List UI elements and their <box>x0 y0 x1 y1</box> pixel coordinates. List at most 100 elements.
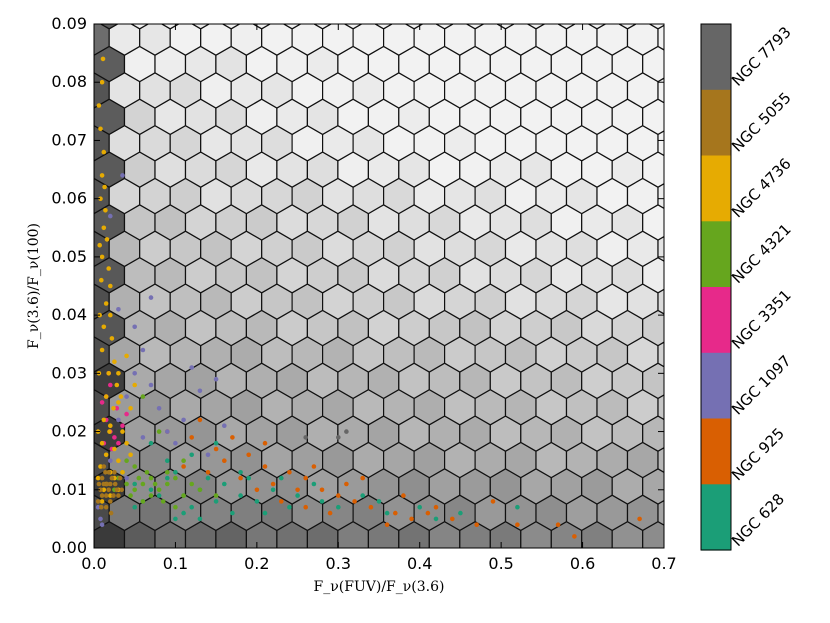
data-point <box>114 487 120 493</box>
hexbin-cell <box>458 547 462 548</box>
hexbin-cell <box>657 183 664 209</box>
data-point <box>222 458 227 464</box>
y-tick-label: 0.08 <box>51 72 87 91</box>
data-point <box>132 382 137 388</box>
colorbar-label: NGC 5055 <box>728 89 795 156</box>
data-point <box>116 417 121 423</box>
data-point <box>112 446 117 452</box>
data-point <box>99 79 105 85</box>
hexbin-cell <box>673 363 704 398</box>
data-point <box>124 481 129 487</box>
hexbin-cell <box>673 99 704 134</box>
data-point <box>303 504 309 510</box>
data-point <box>238 493 243 498</box>
data-point <box>101 324 107 330</box>
data-point <box>336 435 341 440</box>
data-point <box>116 307 121 312</box>
data-point <box>132 464 137 469</box>
data-point <box>156 493 162 498</box>
data-point <box>103 394 109 399</box>
data-point <box>124 353 129 359</box>
data-point <box>181 417 186 423</box>
data-point <box>156 429 162 434</box>
data-point <box>270 481 276 487</box>
hexbin-cell <box>123 547 126 548</box>
hexbin-cell <box>673 522 704 557</box>
data-point <box>119 487 124 493</box>
hexbin-cell <box>214 547 218 548</box>
data-point <box>118 394 124 399</box>
data-point <box>311 464 317 469</box>
hexbin-cell <box>526 24 546 30</box>
data-point <box>262 464 268 469</box>
data-point <box>222 481 227 487</box>
data-point <box>287 504 292 510</box>
data-point <box>99 499 105 504</box>
colorbar-label: NGC 628 <box>728 490 788 550</box>
hexbin-cell <box>673 258 704 293</box>
hexbin-cell <box>282 24 302 30</box>
hexbin-cell <box>306 547 309 548</box>
data-point <box>99 522 105 527</box>
data-point <box>287 470 292 475</box>
data-point <box>515 504 520 510</box>
data-point <box>103 301 109 306</box>
data-point <box>101 149 107 155</box>
data-point <box>393 510 398 516</box>
data-point <box>148 295 154 300</box>
data-point <box>213 446 219 452</box>
data-point <box>136 475 142 481</box>
data-point <box>140 394 146 399</box>
data-point <box>124 411 129 417</box>
colorbar-segment <box>701 221 731 288</box>
data-point <box>246 452 251 458</box>
data-point <box>98 487 103 493</box>
data-point <box>352 499 357 504</box>
data-point <box>106 266 111 271</box>
data-point <box>384 522 390 527</box>
data-point <box>101 417 107 423</box>
data-point <box>99 254 105 260</box>
data-point <box>114 382 120 388</box>
hexbin-cell <box>657 24 664 51</box>
data-point <box>213 499 219 504</box>
hexbin-cell <box>657 130 664 157</box>
y-tick-label: 0.02 <box>51 422 87 441</box>
data-point <box>181 464 186 469</box>
data-point <box>213 493 219 498</box>
hexbin-cell <box>191 24 211 30</box>
hexbin-cell <box>130 24 150 30</box>
data-point <box>368 504 374 510</box>
data-point <box>156 487 162 493</box>
data-point <box>148 475 154 481</box>
data-point <box>189 435 194 440</box>
data-point <box>360 493 366 498</box>
data-point <box>106 470 111 475</box>
data-point <box>238 475 243 481</box>
colorbar-label: NGC 1097 <box>728 352 795 419</box>
hexbin-cell <box>313 24 333 30</box>
data-point <box>319 499 325 504</box>
data-point <box>189 365 194 370</box>
data-point <box>117 475 123 481</box>
x-tick-label: 0.0 <box>81 554 106 573</box>
hexbin-cell <box>367 547 370 548</box>
data-point <box>98 516 103 522</box>
data-point <box>120 429 125 434</box>
data-point <box>102 184 107 190</box>
data-point <box>120 470 125 475</box>
x-axis: 0.0 0.1 0.2 0.3 0.4 0.5 0.6 0.7 <box>81 24 677 573</box>
hexbin-cell <box>673 416 704 451</box>
data-point <box>120 173 125 178</box>
data-point <box>108 510 114 516</box>
data-point <box>230 435 235 440</box>
x-tick-label: 0.6 <box>570 554 595 573</box>
data-point <box>99 504 104 510</box>
hexbin-cell <box>465 24 485 30</box>
data-point <box>433 504 439 510</box>
data-point <box>140 347 146 353</box>
y-tick-label: 0.00 <box>51 538 87 557</box>
data-point <box>108 481 113 487</box>
data-point <box>98 196 103 201</box>
